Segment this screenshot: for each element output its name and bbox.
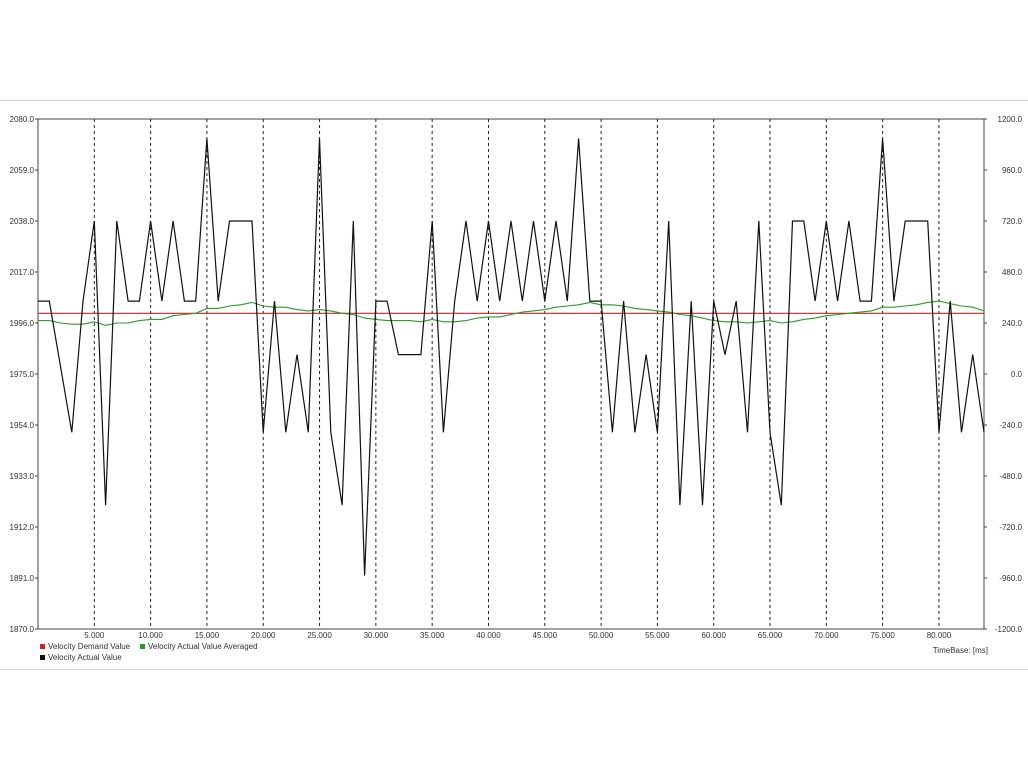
x-axis: 5.000 10.000 15.000 20.000 25.000 30.000 35.00… (84, 631, 951, 640)
right-y-axis: 1200.0 960.0 720.0 480.0 240.0 0.0 -240.0 -480.… (984, 115, 1023, 634)
right-tick-label: 720.0 (1002, 217, 1023, 226)
legend-swatch (140, 644, 145, 649)
legend-label: Velocity Demand Value (48, 642, 131, 651)
right-tick-label: -1200.0 (995, 625, 1023, 634)
right-tick-label: 480.0 (1002, 268, 1023, 277)
chart-panel: 2080.0 2059.0 2038.0 2017.0 1996.0 1975.0 1954… (0, 100, 1028, 670)
left-tick-label: 2038.0 (10, 217, 35, 226)
left-tick-label: 2017.0 (10, 268, 35, 277)
x-tick-label: 60.000 (701, 631, 726, 640)
left-tick-label: 1975.0 (10, 370, 35, 379)
velocity-chart: 2080.0 2059.0 2038.0 2017.0 1996.0 1975.0 1954… (10, 115, 1023, 662)
velocity-averaged-line (38, 300, 985, 326)
left-tick-label: 1870.0 (10, 625, 35, 634)
right-tick-label: 240.0 (1002, 319, 1023, 328)
left-tick-label: 2059.0 (10, 166, 35, 175)
right-tick-label: -960.0 (999, 574, 1022, 583)
legend-swatch (40, 644, 45, 649)
x-tick-label: 80.000 (927, 631, 952, 640)
velocity-actual-line (38, 138, 985, 576)
left-tick-label: 1996.0 (10, 319, 35, 328)
right-tick-label: 960.0 (1002, 166, 1023, 175)
x-tick-label: 50.000 (589, 631, 614, 640)
right-tick-label: -240.0 (999, 421, 1022, 430)
x-tick-label: 70.000 (814, 631, 839, 640)
left-y-axis: 2080.0 2059.0 2038.0 2017.0 1996.0 1975.0 1954… (10, 115, 38, 634)
series-lines (38, 138, 985, 576)
left-tick-label: 1954.0 (10, 421, 35, 430)
grid-lines (93, 119, 940, 629)
right-tick-label: -480.0 (999, 472, 1022, 481)
legend: Velocity Demand Value Velocity Actual Val… (40, 642, 258, 662)
left-tick-label: 1933.0 (10, 472, 35, 481)
left-tick-label: 1891.0 (10, 574, 35, 583)
x-tick-label: 10.000 (138, 631, 163, 640)
x-tick-label: 20.000 (251, 631, 276, 640)
x-tick-label: 45.000 (533, 631, 558, 640)
x-tick-label: 15.000 (195, 631, 220, 640)
x-tick-label: 65.000 (758, 631, 783, 640)
right-tick-label: 1200.0 (998, 115, 1023, 124)
left-tick-label: 1912.0 (10, 523, 35, 532)
x-axis-label: TimeBase: [ms] (933, 646, 988, 655)
x-tick-label: 75.000 (870, 631, 895, 640)
legend-label: Velocity Actual Value Averaged (148, 642, 258, 651)
x-tick-label: 25.000 (307, 631, 332, 640)
x-tick-label: 5.000 (84, 631, 105, 640)
right-tick-label: 0.0 (1011, 370, 1023, 379)
legend-swatch (40, 655, 45, 660)
x-tick-label: 40.000 (476, 631, 501, 640)
right-tick-label: -720.0 (999, 523, 1022, 532)
x-tick-label: 55.000 (645, 631, 670, 640)
legend-label: Velocity Actual Value (48, 653, 122, 662)
x-tick-label: 35.000 (420, 631, 445, 640)
plot-frame (37, 118, 985, 630)
left-tick-label: 2080.0 (10, 115, 35, 124)
x-tick-label: 30.000 (364, 631, 389, 640)
